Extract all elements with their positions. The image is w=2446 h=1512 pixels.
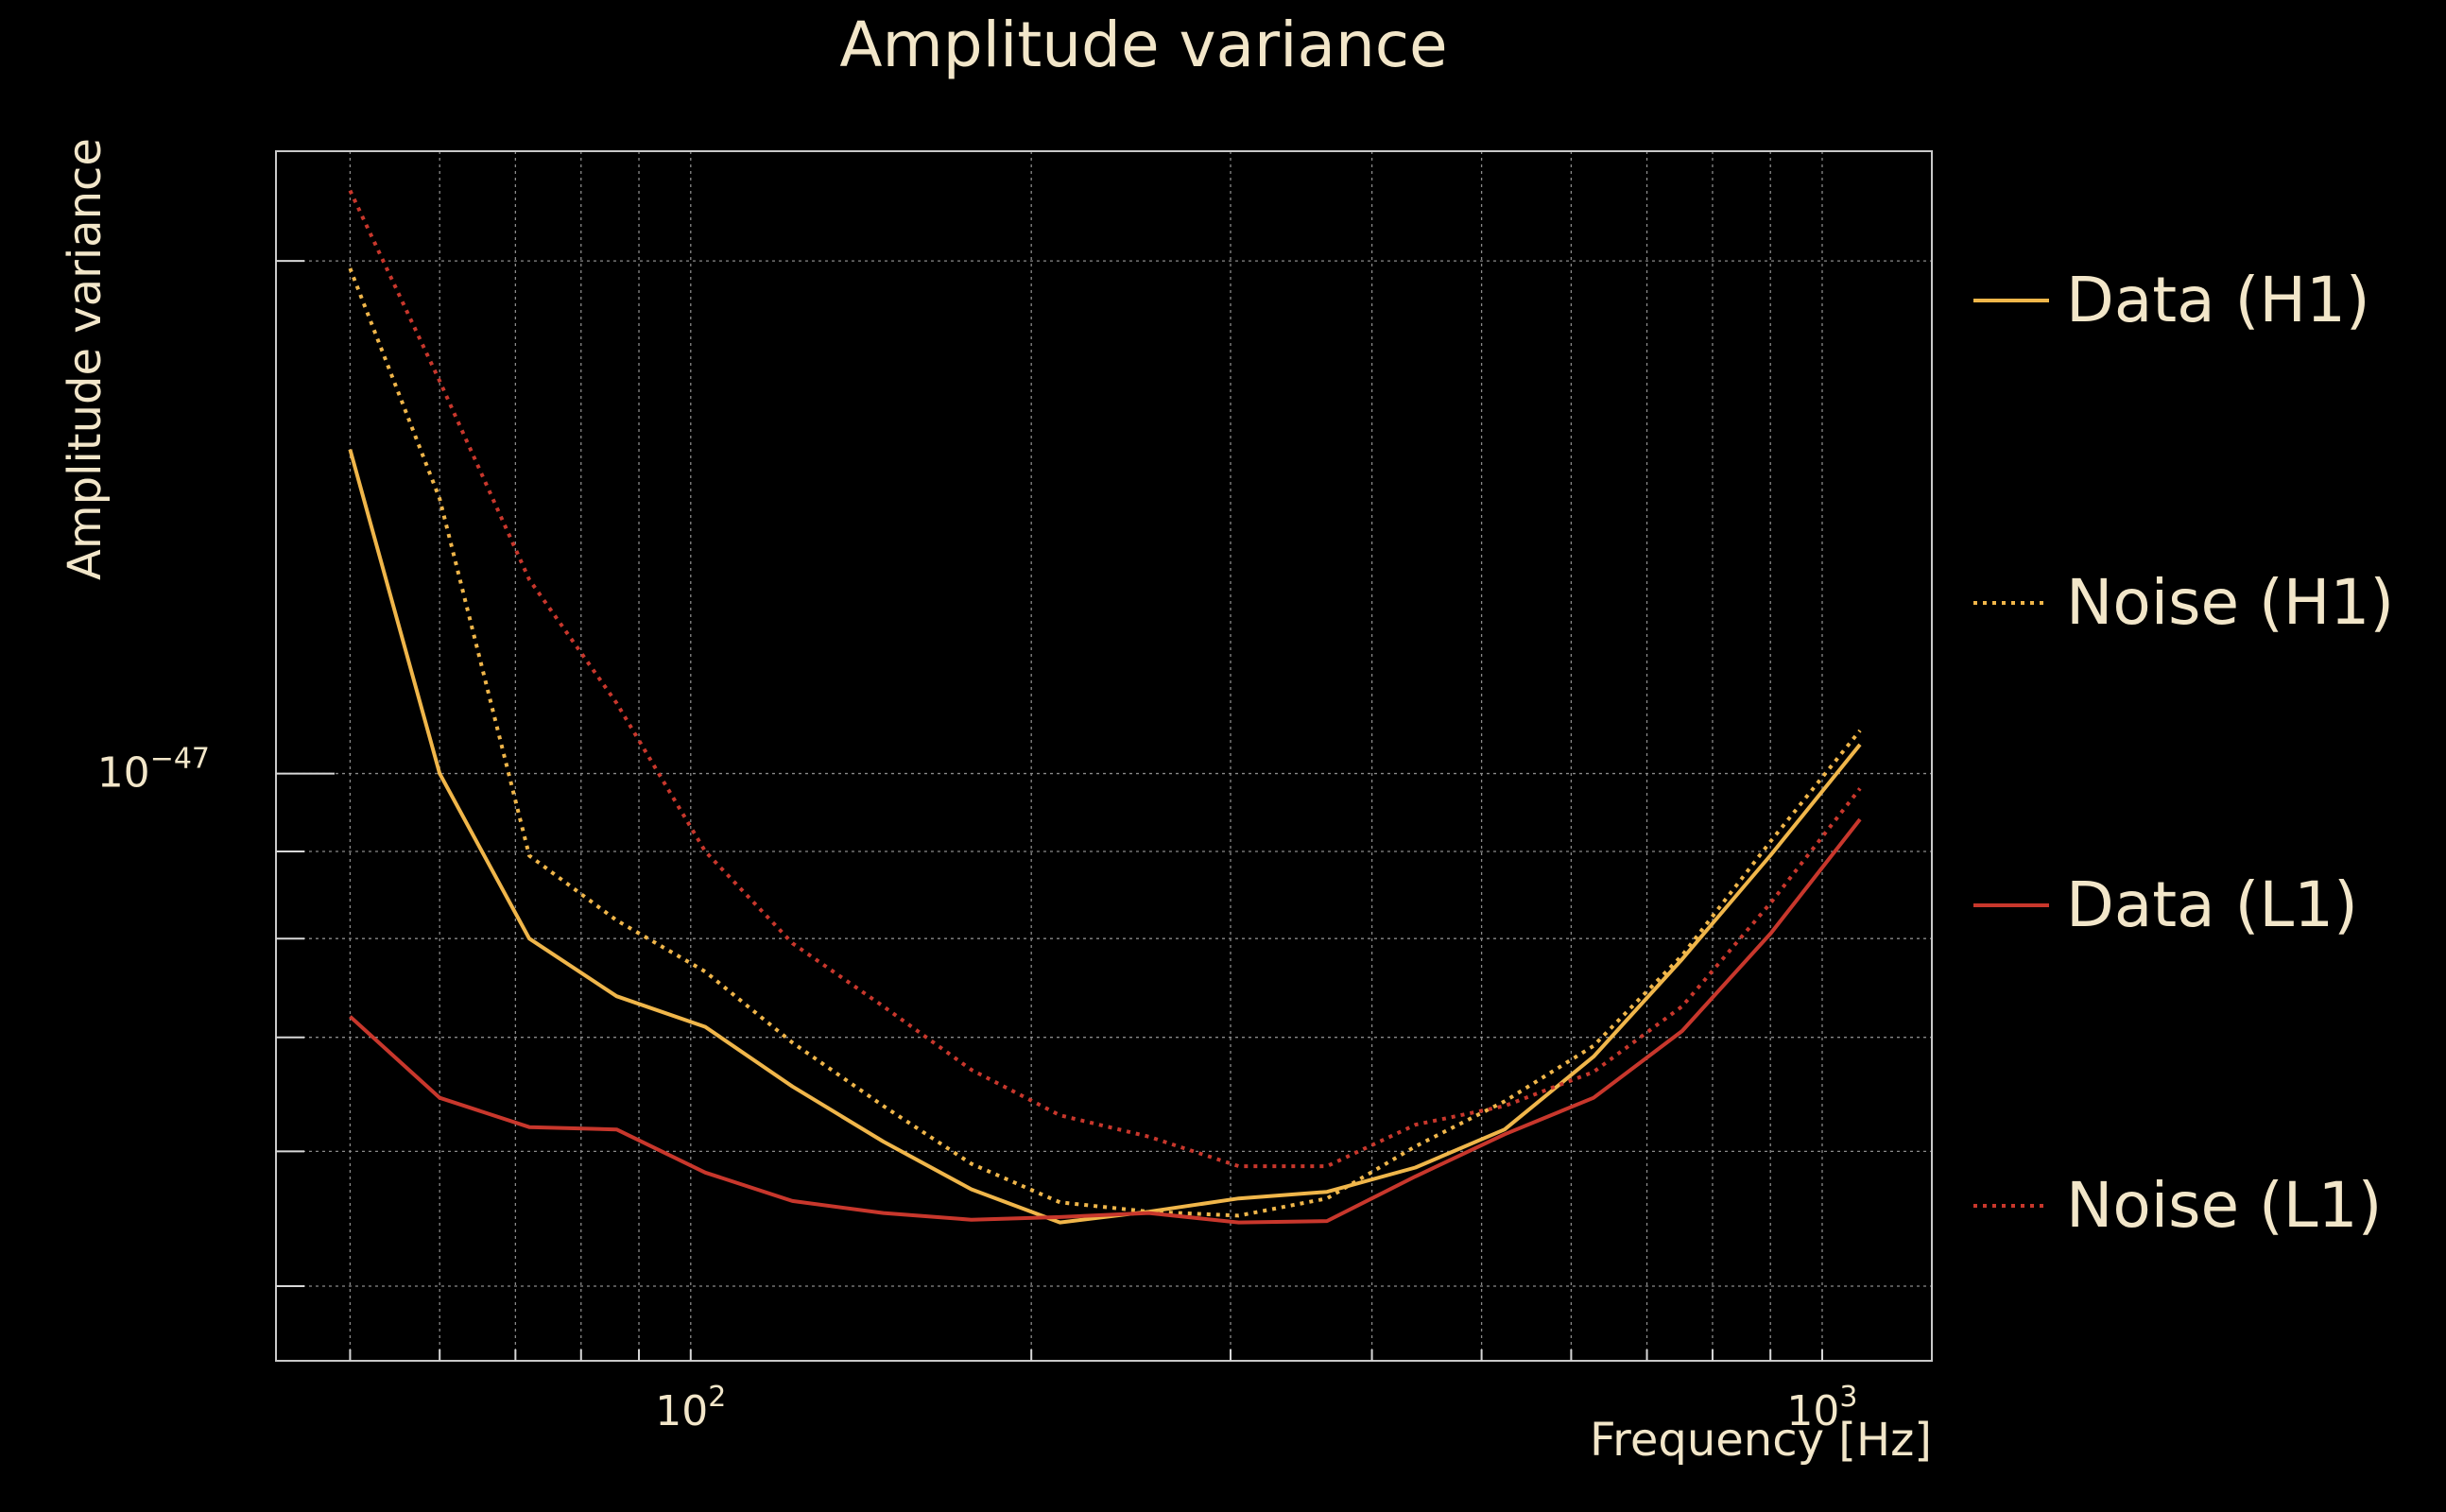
series-line-noise-l1: [348, 189, 1862, 1169]
series-line-data-l1: [349, 817, 1862, 1225]
series-line-noise-h1: [348, 267, 1862, 1218]
legend: Data (H1) Noise (H1) Data (L1) Noise (L1): [1973, 264, 2394, 1242]
plot-frame: [275, 150, 1933, 1362]
legend-label: Data (H1): [2066, 264, 2370, 336]
axis-ticks: 10−47 102 103: [97, 260, 1858, 1435]
legend-label: Noise (L1): [2066, 1169, 2382, 1242]
y-tick-label: 10−47: [97, 743, 210, 798]
chart-title: Amplitude variance: [839, 9, 1447, 81]
grid: [276, 151, 1932, 1361]
x-tick-label: 102: [655, 1381, 726, 1435]
series-line-data-h1: [348, 449, 1862, 1225]
x-tick-label: 103: [1786, 1381, 1857, 1435]
x-axis-label: Frequency [Hz]: [1590, 1414, 1932, 1467]
y-axis-label: Amplitude variance: [59, 138, 112, 580]
series-lines: [348, 189, 1862, 1225]
legend-label: Noise (H1): [2066, 566, 2394, 639]
legend-label: Data (L1): [2066, 868, 2358, 941]
